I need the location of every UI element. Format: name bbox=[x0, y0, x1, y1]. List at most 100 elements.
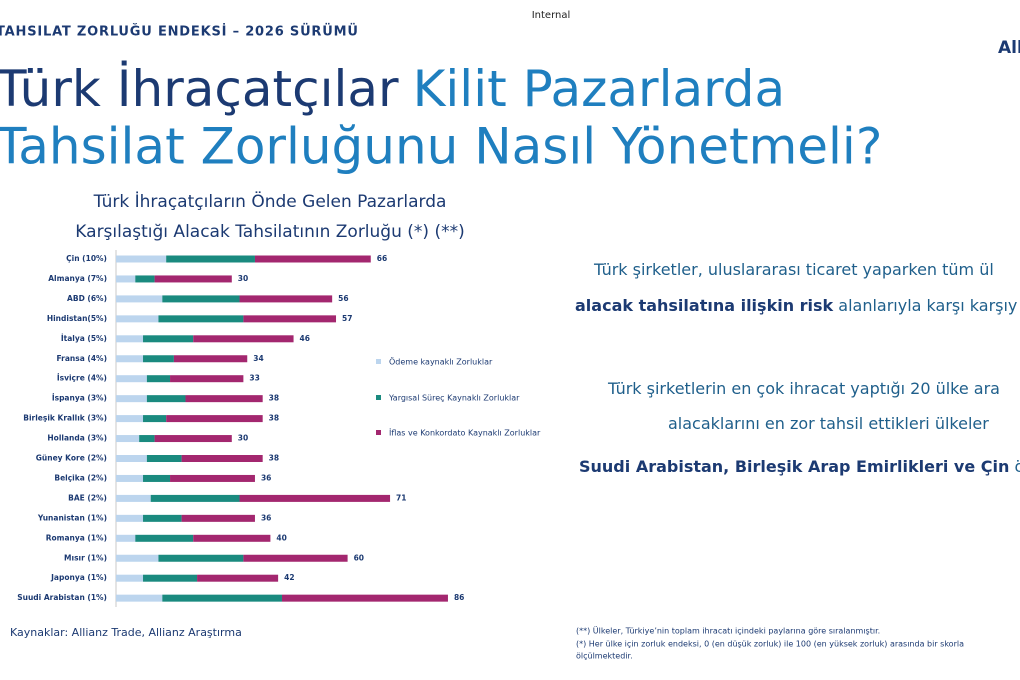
bar-segment bbox=[243, 315, 337, 323]
total-label: 56 bbox=[338, 294, 348, 303]
total-label: 40 bbox=[276, 533, 286, 542]
bar-segment bbox=[116, 455, 147, 462]
title-blue: Kilit Pazarlarda bbox=[413, 60, 786, 118]
bar-segment bbox=[116, 275, 136, 283]
bar-segment bbox=[173, 355, 248, 363]
category-label: Romanya (1%) bbox=[46, 533, 107, 542]
paragraph-line: Türk şirketler, uluslararası ticaret yap… bbox=[593, 260, 994, 279]
bar-segment bbox=[135, 534, 194, 542]
bar-segment bbox=[170, 375, 244, 383]
bar-segment bbox=[166, 415, 263, 423]
chart-title: Karşılaştığı Alacak Tahsilatının Zorluğu… bbox=[75, 222, 464, 242]
title-line1: Türk İhraçatçılar Kilit Pazarlarda bbox=[0, 60, 785, 118]
bar-segment bbox=[185, 395, 263, 403]
bar-segment bbox=[135, 275, 155, 283]
legend-label: Yargısal Süreç Kaynaklı Zorluklar bbox=[388, 394, 520, 403]
total-label: 38 bbox=[269, 454, 279, 463]
sources: Kaynaklar: Allianz Trade, Allianz Araştı… bbox=[10, 626, 242, 639]
category-label: BAE (2%) bbox=[68, 493, 107, 502]
paragraph-text: Türk şirketler, uluslararası ticaret yap… bbox=[593, 260, 994, 279]
chart-title: Türk İhraçatçıların Önde Gelen Pazarlard… bbox=[93, 190, 447, 212]
total-label: 30 bbox=[238, 274, 248, 283]
bar-segment bbox=[116, 494, 151, 502]
bar-segment bbox=[116, 415, 144, 423]
bar-segment bbox=[193, 534, 271, 542]
bar-segment bbox=[143, 574, 198, 582]
bar-segment bbox=[116, 255, 167, 263]
title-line2: Tahsilat Zorluğunu Nasıl Yönetmeli? bbox=[0, 118, 882, 176]
bar-segment bbox=[239, 494, 391, 502]
category-label: Yunanistan (1%) bbox=[37, 513, 107, 522]
bar-segment bbox=[162, 295, 240, 303]
legend-label: Ödeme kaynaklı Zorluklar bbox=[389, 357, 493, 367]
total-label: 30 bbox=[238, 434, 248, 443]
bar-segment bbox=[116, 355, 144, 363]
bar-segment bbox=[143, 474, 171, 482]
bar-segment bbox=[116, 375, 147, 383]
bar-segment bbox=[170, 474, 255, 482]
total-label: 57 bbox=[342, 314, 352, 323]
bar-segment bbox=[116, 395, 147, 403]
category-label: Suudi Arabistan (1%) bbox=[17, 593, 107, 602]
bar-segment bbox=[139, 435, 155, 443]
kicker: TAHSILAT ZORLUĞU ENDEKSİ – 2026 SÜRÜMÜ bbox=[0, 24, 359, 40]
classification: Internal bbox=[532, 10, 571, 21]
total-label: 38 bbox=[269, 414, 279, 423]
bar-segment bbox=[181, 514, 255, 522]
bar-segment bbox=[166, 255, 255, 263]
total-label: 33 bbox=[249, 374, 259, 383]
bar-segment bbox=[116, 594, 163, 602]
note: (*) Her ülke için zorluk endeksi, 0 (en … bbox=[576, 640, 964, 649]
category-label: Güney Kore (2%) bbox=[36, 454, 107, 463]
bar-segment bbox=[158, 315, 244, 323]
category-label: Almanya (7%) bbox=[48, 274, 107, 283]
paragraph-line: alacak tahsilatına ilişkin risk alanları… bbox=[575, 296, 1017, 315]
note: ölçülmektedir. bbox=[576, 652, 633, 661]
bar-segment bbox=[181, 455, 263, 462]
bar-segment bbox=[116, 435, 140, 443]
bar-segment bbox=[162, 594, 282, 602]
bar-segment bbox=[146, 395, 186, 403]
bar-segment bbox=[143, 355, 174, 363]
paragraph-text: alanlarıyla karşı karşıy bbox=[833, 296, 1017, 315]
paragraph-line: Suudi Arabistan, Birleşik Arap Emirlikle… bbox=[579, 457, 1020, 476]
bar-segment bbox=[116, 514, 144, 522]
paragraph-line: Türk şirketlerin en çok ihracat yaptığı … bbox=[607, 379, 1000, 398]
logo: Allianz bbox=[998, 38, 1020, 58]
total-label: 86 bbox=[454, 593, 464, 602]
category-label: Belçika (2%) bbox=[54, 473, 107, 482]
bar-segment bbox=[116, 554, 159, 562]
total-label: 42 bbox=[284, 573, 294, 582]
paragraph-text: alacak tahsilatına ilişkin risk bbox=[575, 296, 834, 315]
total-label: 36 bbox=[261, 513, 271, 522]
category-label: İtalya (5%) bbox=[61, 334, 107, 343]
total-label: 66 bbox=[377, 254, 387, 263]
bar-segment bbox=[143, 514, 182, 522]
paragraph-text: Türk şirketlerin en çok ihracat yaptığı … bbox=[607, 379, 1000, 398]
category-label: Mısır (1%) bbox=[64, 553, 107, 562]
category-label: Fransa (4%) bbox=[57, 354, 107, 363]
bar-segment bbox=[116, 574, 144, 582]
bar-segment bbox=[197, 574, 279, 582]
bar-segment bbox=[239, 295, 333, 303]
paragraph-text: Suudi Arabistan, Birleşik Arap Emirlikle… bbox=[579, 457, 1009, 476]
bar-segment bbox=[146, 375, 171, 383]
category-label: Çin (10%) bbox=[66, 254, 107, 263]
bar-segment bbox=[116, 474, 144, 482]
legend-swatch bbox=[376, 430, 381, 435]
total-label: 36 bbox=[261, 473, 271, 482]
bar-segment bbox=[116, 335, 144, 343]
category-label: Birleşik Krallık (3%) bbox=[23, 414, 107, 423]
bar-segment bbox=[154, 275, 232, 283]
total-label: 38 bbox=[269, 394, 279, 403]
bar-segment bbox=[116, 295, 163, 303]
bar-segment bbox=[154, 435, 232, 443]
paragraph-text: alacaklarını en zor tahsil ettikleri ülk… bbox=[668, 414, 989, 433]
total-label: 34 bbox=[253, 354, 263, 363]
title-dark: Türk İhraçatçılar bbox=[0, 60, 399, 118]
paragraph-text: ön bbox=[1009, 457, 1020, 476]
total-label: 46 bbox=[300, 334, 310, 343]
category-label: İsviçre (4%) bbox=[57, 374, 107, 383]
